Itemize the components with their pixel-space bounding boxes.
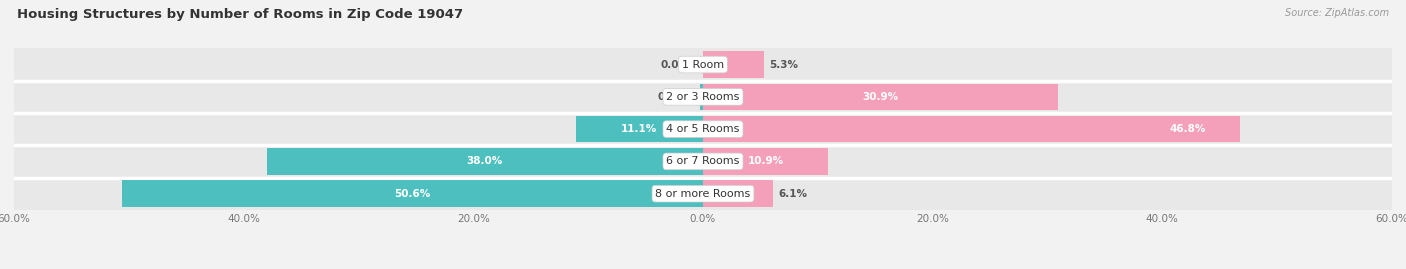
Text: 0.03%: 0.03% [661, 59, 697, 70]
Bar [703, 84, 1057, 110]
Bar [575, 116, 703, 142]
Bar [14, 81, 1392, 113]
Text: Source: ZipAtlas.com: Source: ZipAtlas.com [1285, 8, 1389, 18]
Bar [122, 180, 703, 207]
Text: 2 or 3 Rooms: 2 or 3 Rooms [666, 92, 740, 102]
Bar [703, 180, 773, 207]
Bar [14, 113, 1392, 145]
Text: 30.9%: 30.9% [862, 92, 898, 102]
Bar [703, 51, 763, 78]
Text: 10.9%: 10.9% [748, 156, 783, 167]
Text: 6.1%: 6.1% [779, 189, 808, 199]
Bar [14, 145, 1392, 178]
Text: 4 or 5 Rooms: 4 or 5 Rooms [666, 124, 740, 134]
Text: 8 or more Rooms: 8 or more Rooms [655, 189, 751, 199]
Text: 46.8%: 46.8% [1170, 124, 1206, 134]
Bar [703, 116, 1240, 142]
Text: 11.1%: 11.1% [621, 124, 658, 134]
Bar [14, 178, 1392, 210]
Bar [14, 48, 1392, 81]
Bar [267, 148, 703, 175]
Text: 38.0%: 38.0% [467, 156, 503, 167]
Bar [700, 84, 703, 110]
Text: 1 Room: 1 Room [682, 59, 724, 70]
Text: 50.6%: 50.6% [394, 189, 430, 199]
Text: 5.3%: 5.3% [769, 59, 799, 70]
Text: Housing Structures by Number of Rooms in Zip Code 19047: Housing Structures by Number of Rooms in… [17, 8, 463, 21]
Bar [703, 148, 828, 175]
Text: 6 or 7 Rooms: 6 or 7 Rooms [666, 156, 740, 167]
Text: 0.28%: 0.28% [658, 92, 695, 102]
